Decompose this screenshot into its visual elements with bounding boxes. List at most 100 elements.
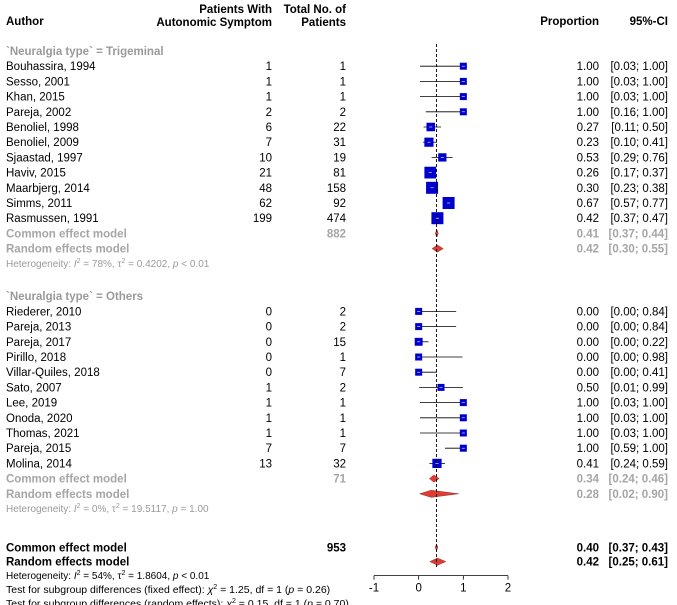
subgroup-common-total: 71	[333, 474, 346, 486]
study-proportion: 0.00	[577, 367, 599, 379]
study-total: 1	[340, 352, 346, 364]
subgroup-common-label: Common effect model	[6, 474, 127, 486]
study-author: Molina, 2014	[6, 458, 72, 470]
study-total: 22	[333, 122, 346, 134]
study-events: 1	[266, 92, 272, 104]
subgroup-random-diamond	[431, 244, 444, 253]
study-ci: [0.59; 1.00]	[610, 443, 668, 455]
study-total: 31	[333, 137, 346, 149]
study-events: 2	[266, 107, 272, 119]
study-events: 199	[253, 213, 272, 225]
overall-random-proportion: 0.42	[577, 557, 599, 569]
header-author: Author	[6, 16, 44, 28]
study-events: 1	[266, 413, 272, 425]
study-events: 1	[266, 398, 272, 410]
study-events: 0	[266, 306, 272, 318]
study-total: 92	[333, 198, 346, 210]
study-total: 1	[340, 92, 346, 104]
header-total-line1: Total No. of	[284, 4, 347, 16]
subgroup-heterogeneity: Heterogeneity: I2 = 0%, τ2 = 19.5117, p …	[6, 503, 209, 515]
study-author: Riederer, 2010	[6, 306, 81, 318]
study-ci: [0.23; 0.38]	[610, 183, 668, 195]
test-random: Test for subgroup differences (random ef…	[6, 598, 349, 605]
study-total: 1	[340, 398, 346, 410]
study-proportion: 0.00	[577, 306, 599, 318]
axis-tick-label: 1	[460, 583, 466, 595]
study-ci: [0.01; 0.99]	[610, 382, 668, 394]
overall-common-proportion: 0.40	[577, 542, 599, 554]
study-events: 0	[266, 352, 272, 364]
study-events: 6	[266, 122, 272, 134]
forest-rows: `Neuralgia type` = Trigeminal Bouhassira,…	[6, 46, 668, 605]
header-events-line2: Autonomic Symptom	[156, 17, 272, 29]
overall-heterogeneity: Heterogeneity: I2 = 54%, τ2 = 1.8604, p …	[6, 570, 210, 582]
study-ci: [0.03; 1.00]	[610, 428, 668, 440]
study-author: Pareja, 2017	[6, 337, 71, 349]
header-ci: 95%-CI	[630, 16, 668, 28]
study-events: 7	[266, 443, 272, 455]
overall-common-total: 953	[327, 542, 346, 554]
study-ci: [0.24; 0.59]	[610, 458, 668, 470]
axis-tick-label: 2	[505, 583, 511, 595]
study-total: 158	[327, 183, 346, 195]
subgroup-random-label: Random effects model	[6, 489, 129, 501]
study-proportion: 0.00	[577, 337, 599, 349]
study-proportion: 1.00	[577, 398, 599, 410]
overall-common-ci: [0.37; 0.43]	[609, 542, 669, 554]
study-author: Rasmussen, 1991	[6, 213, 99, 225]
study-events: 10	[259, 152, 272, 164]
subgroup-common-diamond	[429, 474, 440, 483]
study-author: Benoliel, 2009	[6, 137, 79, 149]
subgroup-common-total: 882	[327, 228, 346, 240]
x-axis: -1 0 1 2	[369, 44, 511, 595]
study-total: 2	[340, 306, 346, 318]
subgroup-common-proportion: 0.34	[577, 474, 600, 486]
study-total: 7	[340, 367, 346, 379]
study-author: Onoda, 2020	[6, 413, 73, 425]
study-author: Benoliel, 1998	[6, 122, 79, 134]
study-total: 19	[333, 152, 346, 164]
study-author: Khan, 2015	[6, 92, 65, 104]
study-author: Maarbjerg, 2014	[6, 183, 90, 195]
study-author: Pirillo, 2018	[6, 352, 66, 364]
study-total: 474	[327, 213, 347, 225]
study-events: 0	[266, 322, 272, 334]
study-proportion: 1.00	[577, 92, 599, 104]
study-events: 21	[259, 168, 272, 180]
study-ci: [0.03; 1.00]	[610, 92, 668, 104]
study-ci: [0.03; 1.00]	[610, 61, 668, 73]
study-author: Thomas, 2021	[6, 428, 80, 440]
study-author: Haviv, 2015	[6, 168, 66, 180]
study-author: Pareja, 2002	[6, 107, 71, 119]
subgroup-random-diamond	[418, 489, 459, 498]
study-total: 2	[340, 107, 346, 119]
study-proportion: 0.00	[577, 352, 599, 364]
subgroup-random-ci: [0.02; 0.90]	[609, 489, 669, 501]
test-fixed: Test for subgroup differences (fixed eff…	[6, 584, 330, 596]
study-events: 48	[259, 183, 272, 195]
study-ci: [0.16; 1.00]	[610, 107, 668, 119]
study-total: 1	[340, 61, 346, 73]
subgroup-title: `Neuralgia type` = Trigeminal	[6, 46, 164, 58]
subgroup-common-ci: [0.24; 0.46]	[609, 474, 669, 486]
overall-random-diamond	[429, 557, 447, 566]
header-proportion: Proportion	[540, 16, 599, 28]
subgroup-random-proportion: 0.42	[577, 244, 599, 256]
study-proportion: 1.00	[577, 443, 599, 455]
study-proportion: 0.30	[577, 183, 599, 195]
subgroup-heterogeneity: Heterogeneity: I2 = 78%, τ2 = 0.4202, p …	[6, 258, 210, 270]
study-proportion: 1.00	[577, 413, 599, 425]
study-total: 1	[340, 413, 346, 425]
study-proportion: 0.23	[577, 137, 599, 149]
study-ci: [0.11; 0.50]	[611, 122, 668, 134]
study-ci: [0.37; 0.47]	[610, 213, 668, 225]
study-proportion: 0.53	[577, 152, 599, 164]
subgroup-common-label: Common effect model	[6, 228, 127, 240]
study-events: 0	[266, 367, 272, 379]
study-ci: [0.00; 0.41]	[610, 367, 668, 379]
subgroup-random-proportion: 0.28	[577, 489, 600, 501]
study-proportion: 0.67	[577, 198, 599, 210]
overall-common-label: Common effect model	[6, 542, 127, 554]
study-events: 1	[266, 428, 272, 440]
